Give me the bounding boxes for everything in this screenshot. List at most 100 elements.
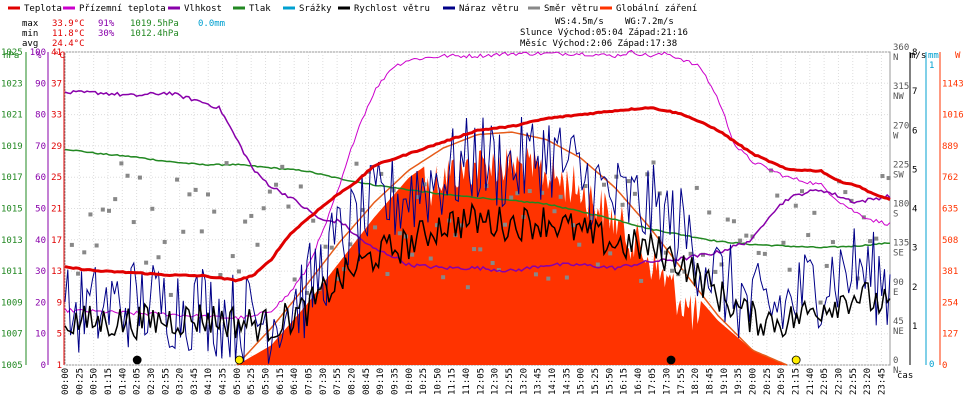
wind-dir-point (533, 272, 538, 277)
dir-compass-2: E (893, 288, 898, 298)
pct-tick-6: 60 (35, 173, 46, 183)
moonrise-marker (132, 355, 142, 365)
wind-dir-point (564, 275, 569, 280)
wind-dir-point (571, 223, 576, 228)
legend-label-4: Srážky (299, 4, 332, 14)
hpa-tick-8: 1021 (1, 111, 23, 121)
wind-dir-point (292, 277, 297, 282)
x-tick-40: 16:40 (634, 368, 644, 395)
axis-mm-label: mm (928, 51, 939, 61)
dir-compass-4: S (893, 210, 898, 220)
rad-tick-5: 635 (942, 205, 958, 215)
rad-tick-9: 1143 (942, 79, 964, 89)
wind-dir-point (769, 168, 774, 173)
wind-dir-point (670, 268, 675, 273)
x-tick-15: 06:15 (276, 368, 286, 395)
wind-dir-point (76, 271, 81, 276)
wind-dir-point (632, 191, 637, 196)
dir-compass-8: N (893, 53, 898, 63)
stat-min-temp: 11.8°C (52, 29, 85, 39)
dir-tick-4: 180 (893, 200, 909, 210)
x-tick-38: 15:50 (605, 368, 615, 395)
x-tick-17: 07:05 (304, 368, 314, 395)
wind-dir-point (397, 231, 402, 236)
stat-min-pressure: 1012.4hPa (130, 29, 179, 39)
temp-tick-3: 13 (51, 267, 62, 277)
wind-dir-point (94, 243, 99, 248)
wind-dir-point (694, 185, 699, 190)
hpa-tick-4: 1013 (1, 236, 23, 246)
x-tick-3: 01:15 (104, 368, 114, 395)
wind-dir-point (280, 164, 285, 169)
hpa-tick-2: 1009 (1, 298, 23, 308)
wind-dir-point (472, 247, 477, 252)
dir-compass-6: W (893, 131, 899, 141)
info-ws: WS:4.5m/s (555, 17, 604, 27)
x-tick-18: 07:30 (319, 368, 329, 395)
wind-dir-point (218, 273, 223, 278)
series-humidity (64, 89, 891, 273)
stat-avg-label: avg (22, 39, 38, 49)
temp-tick-5: 21 (51, 205, 62, 215)
x-tick-23: 09:35 (390, 368, 400, 395)
wind-dir-point (614, 174, 619, 179)
temp-tick-2: 9 (57, 298, 62, 308)
x-tick-10: 04:10 (204, 368, 214, 395)
wind-dir-point (113, 197, 118, 202)
dir-tick-5: 225 (893, 160, 909, 170)
wind-dir-point (651, 160, 656, 165)
x-tick-27: 11:15 (448, 368, 458, 395)
wind-dir-point (82, 250, 87, 255)
legend-label-3: Tlak (249, 4, 271, 14)
wind-dir-point (224, 161, 229, 166)
wind-dir-point (756, 250, 761, 255)
wind-dir-point (750, 234, 755, 239)
x-tick-19: 07:55 (333, 368, 343, 395)
x-tick-29: 12:05 (476, 368, 486, 395)
wind-dir-point (595, 262, 600, 267)
wind-dir-point (688, 251, 693, 256)
wind-dir-point (793, 203, 798, 208)
wind-dir-point (577, 242, 582, 247)
x-tick-34: 14:10 (548, 368, 558, 395)
dir-compass-0: N (893, 366, 898, 376)
dir-tick-1: 45 (893, 317, 904, 327)
pct-tick-1: 10 (35, 330, 46, 340)
legend-label-6: Náraz větru (459, 4, 519, 14)
x-tick-33: 13:45 (534, 368, 544, 395)
axis-rad-label: W (955, 51, 961, 61)
wind-dir-point (162, 239, 167, 244)
wind-dir-point (608, 251, 613, 256)
dir-compass-3: SE (893, 249, 904, 259)
wind-dir-point (137, 175, 142, 180)
ms-tick-2: 3 (912, 244, 917, 254)
wind-dir-point (800, 189, 804, 194)
wind-dir-point (323, 244, 328, 249)
info-moon: Měsíc Východ:2:06 Západ:17:38 (520, 39, 677, 49)
wind-dir-point (762, 251, 767, 256)
hpa-tick-6: 1017 (1, 173, 23, 183)
wind-dir-point (830, 240, 835, 245)
wind-dir-point (107, 208, 111, 213)
wind-dir-point (626, 179, 631, 184)
pct-tick-2: 20 (35, 298, 46, 308)
x-tick-25: 10:25 (419, 368, 429, 395)
x-tick-5: 02:05 (133, 368, 143, 395)
x-tick-39: 16:15 (620, 368, 630, 395)
sunset-marker (791, 355, 801, 365)
temp-tick-1: 5 (57, 330, 62, 340)
wind-dir-point (868, 239, 873, 244)
wind-dir-point (267, 189, 272, 194)
x-tick-12: 05:00 (233, 368, 243, 395)
x-tick-52: 21:40 (806, 368, 816, 395)
rad-tick-7: 889 (942, 142, 958, 152)
wind-dir-point (880, 174, 885, 179)
x-tick-54: 22:30 (834, 368, 844, 395)
wind-dir-point (818, 300, 823, 305)
dir-compass-5: SW (893, 170, 904, 180)
wind-dir-point (168, 292, 173, 297)
wind-dir-point (156, 255, 161, 260)
x-tick-35: 14:35 (562, 368, 572, 395)
moonset-marker (666, 355, 676, 365)
x-tick-21: 08:45 (362, 368, 372, 395)
